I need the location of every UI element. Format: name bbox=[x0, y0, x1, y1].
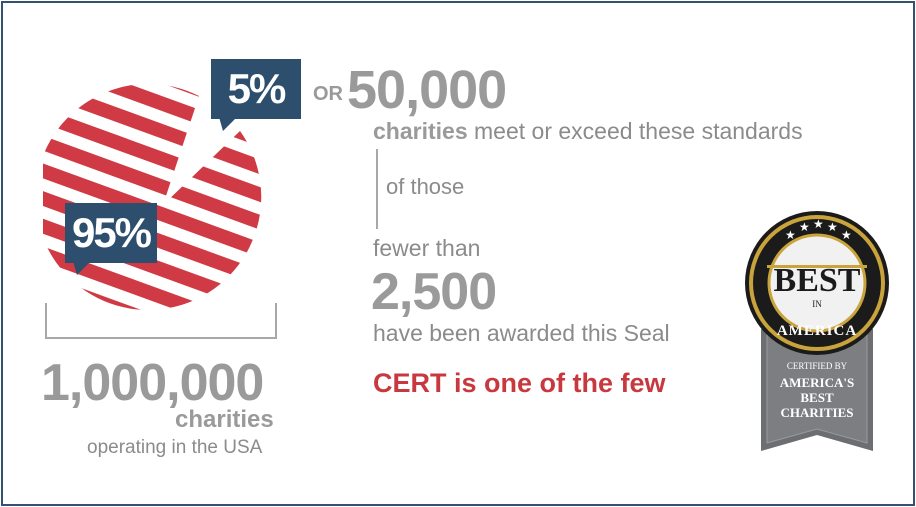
awarded-count: 2,500 bbox=[371, 263, 497, 321]
qualifying-text: meet or exceed these standards bbox=[474, 118, 803, 144]
svg-text:★: ★ bbox=[799, 220, 810, 234]
small-badge-pointer bbox=[219, 117, 237, 131]
svg-text:★: ★ bbox=[841, 228, 852, 242]
awarded-text: have been awarded this Seal bbox=[373, 320, 670, 346]
small-share-label: 5% bbox=[227, 65, 287, 112]
seal-america: AMERICA bbox=[777, 323, 857, 339]
fewer-than-text: fewer than bbox=[373, 235, 481, 261]
qualifying-subject: charities bbox=[373, 118, 468, 144]
total-subject: charities bbox=[175, 406, 274, 433]
svg-text:★: ★ bbox=[827, 220, 838, 234]
seal-certified-by: CERTIFIED BY bbox=[787, 361, 848, 371]
seal-org-line3: CHARITIES bbox=[781, 405, 854, 420]
seal-org-line2: BEST bbox=[800, 390, 834, 405]
large-share-badge: 95% bbox=[65, 203, 157, 263]
large-share-label: 95% bbox=[71, 209, 152, 256]
qualifying-line: charities meet or exceed these standards bbox=[373, 117, 803, 145]
svg-text:★: ★ bbox=[785, 228, 796, 242]
qualifying-count: 50,000 bbox=[347, 60, 507, 120]
seal-org-line1: AMERICA'S bbox=[780, 375, 854, 390]
total-count: 1,000,000 bbox=[41, 354, 264, 412]
or-label: OR bbox=[313, 83, 343, 105]
charity-pie-graphic bbox=[43, 85, 262, 310]
cert-callout: CERT is one of the few bbox=[373, 368, 666, 398]
svg-text:★: ★ bbox=[813, 217, 824, 231]
total-bracket bbox=[45, 303, 277, 339]
small-share-badge: 5% bbox=[211, 59, 301, 119]
best-in-america-seal: ★ ★ ★ ★ ★ BEST IN AMERICA CERTIFIED BY A… bbox=[745, 211, 889, 451]
seal-in: IN bbox=[812, 299, 822, 309]
large-badge-pointer bbox=[73, 261, 91, 275]
of-those-text: of those bbox=[386, 174, 465, 199]
of-those-divider bbox=[376, 149, 378, 229]
seal-stars: ★ ★ ★ ★ ★ bbox=[785, 217, 852, 242]
total-text: operating in the USA bbox=[87, 437, 263, 458]
seal-best: BEST bbox=[774, 262, 861, 299]
